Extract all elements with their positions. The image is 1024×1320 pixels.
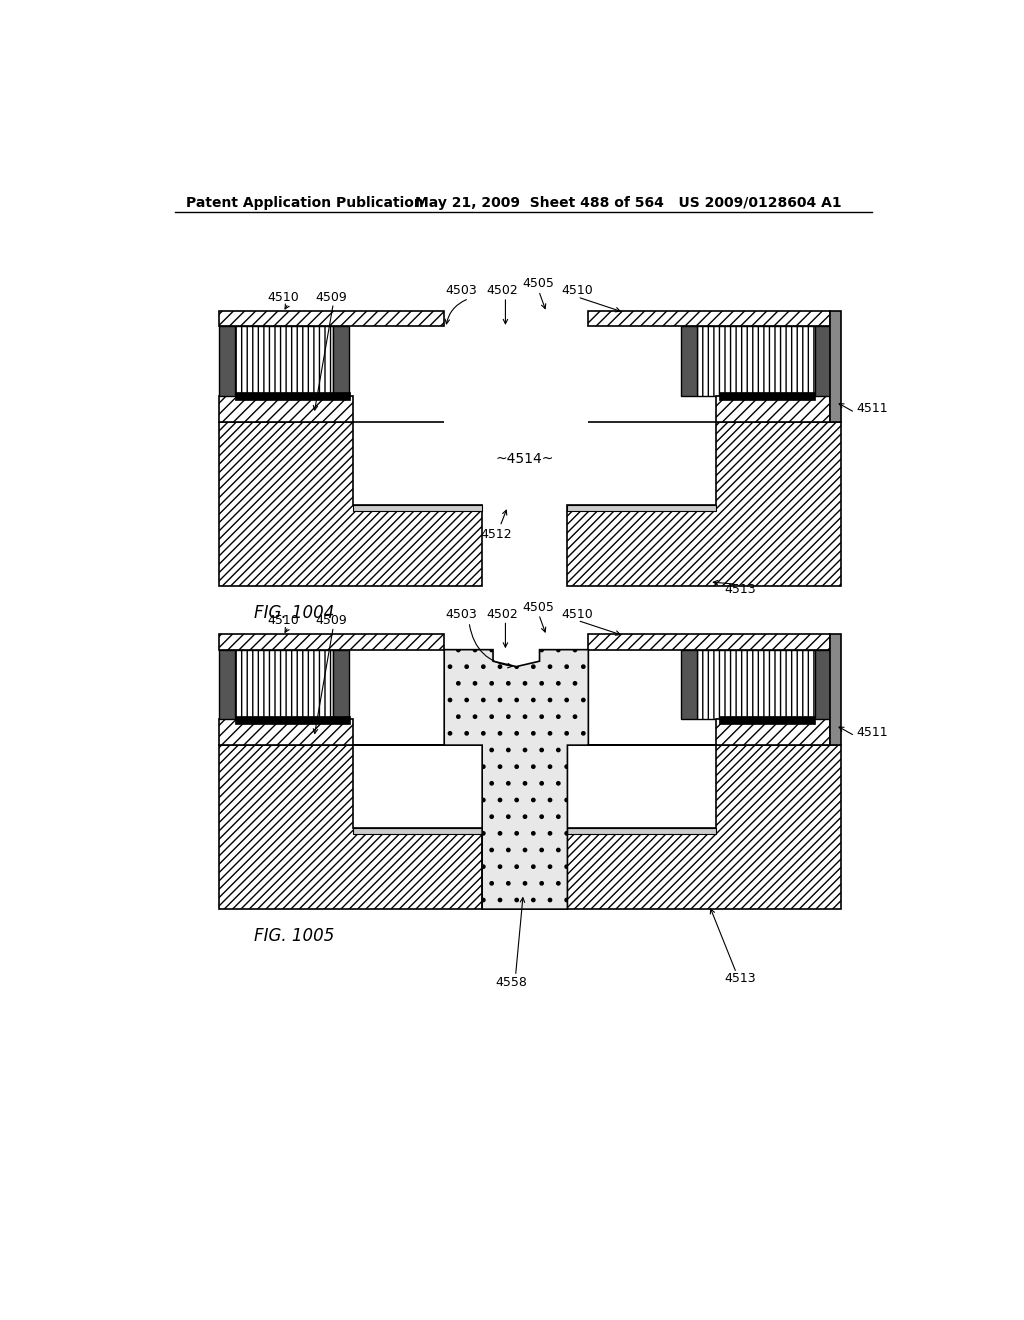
Polygon shape: [830, 635, 841, 744]
Polygon shape: [567, 422, 841, 586]
Polygon shape: [234, 392, 349, 400]
Polygon shape: [815, 326, 830, 396]
Polygon shape: [219, 396, 352, 422]
Text: 4502: 4502: [486, 284, 518, 297]
Polygon shape: [697, 326, 815, 396]
Polygon shape: [219, 649, 234, 719]
Text: 4512: 4512: [480, 528, 512, 541]
Text: 4502: 4502: [486, 607, 518, 620]
Polygon shape: [589, 635, 830, 649]
Text: FIG. 1004: FIG. 1004: [254, 603, 334, 622]
Polygon shape: [234, 715, 349, 723]
Polygon shape: [219, 326, 234, 396]
Polygon shape: [716, 396, 830, 422]
Polygon shape: [352, 829, 482, 834]
Text: 4513: 4513: [724, 972, 756, 985]
Text: 4510: 4510: [267, 614, 299, 627]
Polygon shape: [567, 506, 716, 511]
Text: 4511: 4511: [856, 403, 888, 416]
Polygon shape: [567, 744, 841, 909]
Polygon shape: [219, 744, 482, 909]
Polygon shape: [716, 719, 830, 744]
Polygon shape: [815, 649, 830, 719]
Polygon shape: [719, 392, 815, 400]
Text: 4513: 4513: [724, 583, 756, 597]
Polygon shape: [352, 649, 716, 909]
Text: Patent Application Publication: Patent Application Publication: [186, 197, 424, 210]
Polygon shape: [219, 312, 444, 326]
Text: May 21, 2009  Sheet 488 of 564   US 2009/0128604 A1: May 21, 2009 Sheet 488 of 564 US 2009/01…: [415, 197, 842, 210]
Text: ~4514~: ~4514~: [496, 451, 554, 466]
Text: 4509: 4509: [315, 290, 347, 304]
Polygon shape: [697, 649, 815, 719]
Polygon shape: [234, 649, 334, 719]
Polygon shape: [334, 326, 349, 396]
Polygon shape: [719, 715, 815, 723]
Polygon shape: [352, 506, 482, 511]
Text: 4505: 4505: [523, 601, 555, 614]
Polygon shape: [334, 649, 349, 719]
Polygon shape: [219, 719, 352, 744]
Polygon shape: [567, 829, 716, 834]
Text: 4510: 4510: [267, 290, 299, 304]
Polygon shape: [219, 635, 444, 649]
Text: 4505: 4505: [523, 277, 555, 290]
Text: 4511: 4511: [856, 726, 888, 739]
Text: 4510: 4510: [561, 607, 593, 620]
Text: 4510: 4510: [561, 284, 593, 297]
Text: 4503: 4503: [445, 284, 477, 297]
Text: 4509: 4509: [315, 614, 347, 627]
Text: FIG. 1005: FIG. 1005: [254, 927, 334, 945]
Polygon shape: [234, 326, 334, 396]
Polygon shape: [681, 326, 697, 396]
Text: 4503: 4503: [445, 607, 477, 620]
Text: 4558: 4558: [496, 975, 527, 989]
Polygon shape: [589, 312, 830, 326]
Polygon shape: [219, 422, 482, 586]
Polygon shape: [830, 312, 841, 422]
Polygon shape: [681, 649, 697, 719]
